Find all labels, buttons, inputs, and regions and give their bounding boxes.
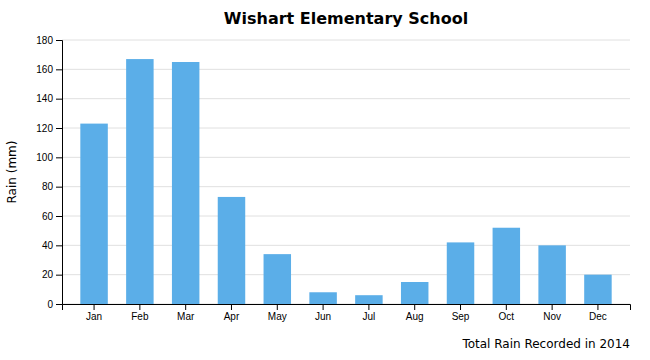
tick-mark (56, 275, 62, 276)
tick-mark (185, 304, 186, 310)
chart-container: Jan Feb Mar Apr May Jun Jul Aug Sep Oct Nov Dec 0 20 4… (0, 0, 650, 360)
grid (62, 40, 630, 304)
tick-label: Apr (224, 311, 240, 322)
tick-label: 160 (36, 64, 53, 75)
tick: Aug (406, 304, 424, 322)
tick-label: 120 (36, 123, 53, 134)
tick-mark (56, 216, 62, 217)
tick-mark (460, 304, 461, 310)
tick-mark (56, 69, 62, 70)
tick: 160 (36, 64, 62, 75)
tick: Oct (499, 304, 515, 322)
tick-label: 100 (36, 152, 53, 163)
tick: Mar (177, 304, 195, 322)
tick-mark (139, 304, 140, 310)
tick-mark (94, 304, 95, 310)
tick-mark (231, 304, 232, 310)
title: Wishart Elementary School (224, 9, 468, 28)
bar (355, 295, 382, 304)
axis-line (63, 305, 631, 311)
tick: 20 (42, 269, 62, 280)
x-axis-label: Total Rain Recorded in 2014 (461, 337, 630, 351)
tick-mark (414, 304, 415, 310)
tick-mark (56, 99, 62, 100)
tick: 140 (36, 93, 62, 104)
tick-label: Jan (86, 311, 102, 322)
grid-line (62, 40, 630, 41)
bar (264, 254, 291, 304)
bar (126, 59, 153, 304)
bar (584, 275, 611, 304)
tick: 80 (42, 181, 62, 192)
tick-label: 180 (36, 35, 53, 46)
tick: 180 (36, 35, 62, 46)
tick-label: 40 (42, 240, 54, 251)
tick-label: Feb (131, 311, 149, 322)
tick-mark (506, 304, 507, 310)
tick-mark (277, 304, 278, 310)
bar (538, 245, 565, 304)
tick-label: Aug (406, 311, 424, 322)
tick: Jan (86, 304, 102, 322)
tick: Jul (363, 304, 376, 322)
tick: Sep (452, 304, 470, 322)
tick-mark (56, 157, 62, 158)
tick-mark (368, 304, 369, 310)
tick-label: Oct (499, 311, 515, 322)
tick-label: Sep (452, 311, 470, 322)
bar (172, 62, 199, 304)
tick-label: 140 (36, 93, 53, 104)
tick-mark (56, 40, 62, 41)
tick-mark (56, 245, 62, 246)
bar (80, 124, 107, 304)
tick-mark (597, 304, 598, 310)
axis-line (56, 41, 63, 305)
tick: 40 (42, 240, 62, 251)
y-axis-label: Rain (mm) (5, 141, 19, 204)
y-axis: 0 20 40 60 80 100 120 140 160 180 (36, 35, 62, 310)
tick-mark (56, 304, 62, 305)
bar (218, 197, 245, 304)
tick: Jun (315, 304, 331, 322)
tick-label: May (268, 311, 287, 322)
bar (401, 282, 428, 304)
tick: 60 (42, 211, 62, 222)
tick-mark (552, 304, 553, 310)
bar (447, 242, 474, 304)
tick-label: Jul (363, 311, 376, 322)
tick: May (268, 304, 287, 322)
chart-svg: Jan Feb Mar Apr May Jun Jul Aug Sep Oct Nov Dec 0 20 4… (0, 0, 650, 360)
tick-label: 80 (42, 181, 54, 192)
tick: Apr (224, 304, 240, 322)
bar (493, 228, 520, 304)
tick: 120 (36, 123, 62, 134)
tick: Dec (589, 304, 607, 322)
tick-label: Jun (315, 311, 331, 322)
tick-label: 60 (42, 211, 54, 222)
tick-label: 20 (42, 269, 54, 280)
bars (80, 59, 611, 304)
tick-mark (56, 187, 62, 188)
tick-label: Nov (543, 311, 561, 322)
tick-mark (323, 304, 324, 310)
x-axis: Jan Feb Mar Apr May Jun Jul Aug Sep Oct Nov Dec (63, 304, 631, 322)
tick-label: Mar (177, 311, 195, 322)
tick: 100 (36, 152, 62, 163)
tick: Nov (543, 304, 561, 322)
tick-label: Dec (589, 311, 607, 322)
tick-label: 0 (47, 299, 53, 310)
bar (309, 292, 336, 304)
tick-mark (56, 128, 62, 129)
tick: 0 (47, 299, 62, 310)
plot-area: Jan Feb Mar Apr May Jun Jul Aug Sep Oct Nov Dec 0 20 4… (36, 35, 630, 322)
tick: Feb (131, 304, 149, 322)
